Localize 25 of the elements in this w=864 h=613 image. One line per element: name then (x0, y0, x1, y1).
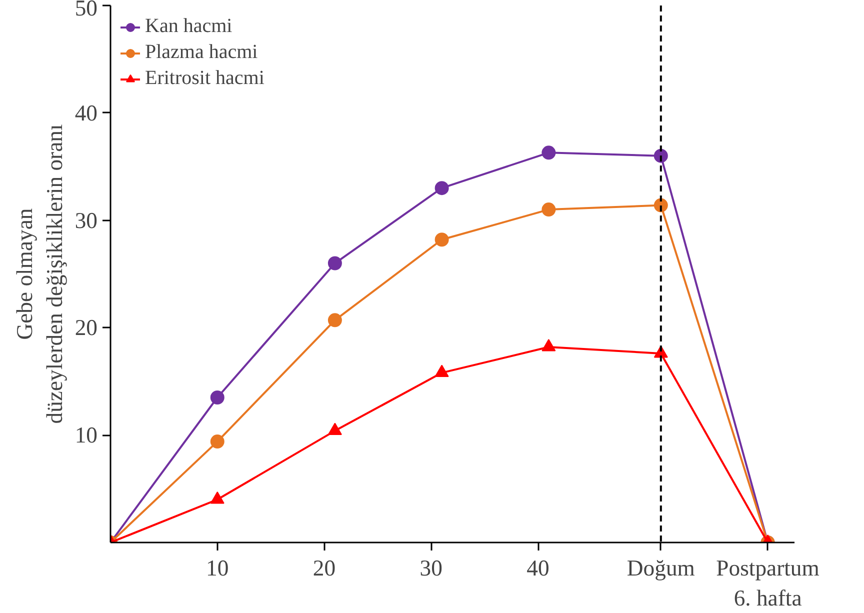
point (434, 181, 449, 196)
x-tick-label: 20 (312, 556, 336, 580)
point (210, 492, 224, 504)
x-tick-label: 30 (420, 556, 442, 580)
point (434, 364, 449, 378)
legend-label: Eritrosit hacmi (145, 67, 264, 90)
legend-label: Kan hacmi (145, 15, 232, 38)
y-axis-title: Gebe olmayan düzeylerden değişikliklerin oranı (12, 124, 67, 424)
x-tick-label: Postpartum 6. hafta (716, 556, 820, 610)
point (328, 256, 342, 270)
y-tick-label: 40 (74, 100, 98, 126)
x-tick-label: 10 (206, 556, 229, 580)
point (542, 202, 556, 217)
y-tick-label: 20 (74, 315, 98, 340)
point (328, 313, 342, 328)
y-tick-label: 10 (74, 422, 98, 448)
y-tick-label: 30 (74, 208, 98, 233)
x-tick-label: 40 (526, 556, 550, 580)
point (434, 232, 449, 247)
point (542, 339, 556, 352)
point (542, 146, 556, 160)
x-tick-label: Doğum (626, 556, 696, 580)
legend-label: Plazma hacmi (145, 41, 258, 64)
y-tick-label: 50 (74, 0, 98, 20)
point (328, 422, 342, 436)
